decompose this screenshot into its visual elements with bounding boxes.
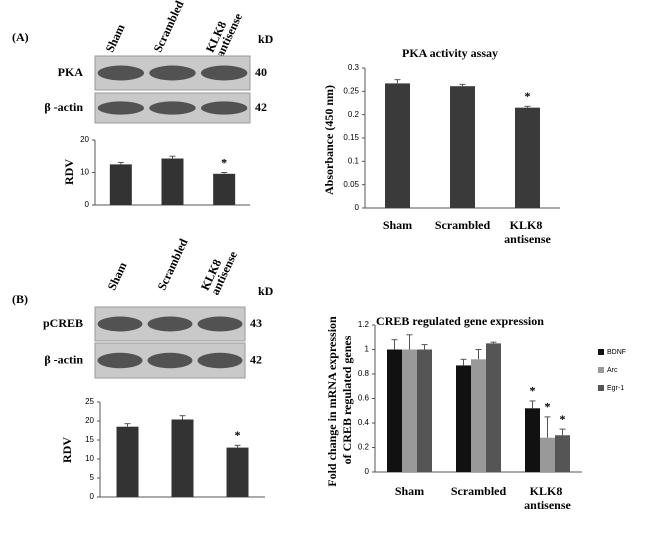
significance-mark: * [221,155,227,169]
y-axis-label: Fold change in mRNA expression of CREB r… [325,313,354,486]
legend-label: BDNF [607,349,626,356]
y-tick-label: 0.1 [348,156,360,165]
bar [387,349,402,472]
blot-band [97,101,145,115]
significance-mark: * [530,384,536,398]
significance-mark: * [235,428,241,442]
blot-kd: 40 [255,65,267,79]
blot-band [200,101,248,115]
y-tick-label: 0.2 [348,110,360,119]
bar [456,365,471,472]
legend-swatch [598,385,604,391]
blot-row-label: β -actin [44,352,83,366]
x-tick-label: Scrambled [451,484,507,498]
blot-band [197,316,243,332]
y-tick-label: 0 [85,200,90,209]
blot-row-label: PKA [58,65,84,79]
lane-label: Sham [103,22,128,55]
blot-band [97,352,143,369]
y-tick-label: 0.4 [358,418,370,427]
panel-label: (B) [12,292,28,306]
lane-label: Scrambled [155,236,191,292]
y-axis-label: Absorbance (450 nm) [322,85,336,195]
chart-title: CREB regulated gene expression [376,314,544,328]
x-tick-label: Sham [395,484,424,498]
blot-kd: 42 [255,100,267,114]
blot-band [197,352,243,369]
y-tick-label: 0 [90,492,95,501]
blot-band [147,316,193,332]
legend-label: Arc [607,367,618,374]
y-tick-label: 15 [85,435,94,444]
bar [109,164,132,205]
y-tick-label: 0.05 [343,180,359,189]
y-tick-label: 5 [90,473,95,482]
blot-kd: 42 [250,352,262,366]
bar [486,343,501,472]
bar [540,437,555,472]
blot-row-label: pCREB [43,316,83,330]
kd-unit: kD [258,32,274,46]
y-tick-label: 20 [85,416,94,425]
y-tick-label: 1 [365,345,370,354]
legend-label: Egr-1 [607,385,624,392]
blot-band [149,65,196,81]
chart-title: PKA activity assay [402,46,498,60]
bar [515,107,540,208]
y-tick-label: 0.3 [348,63,360,72]
lane-label: Scrambled [151,0,187,54]
y-tick-label: 0 [365,467,370,476]
y-tick-label: 10 [80,168,89,177]
blot-kd: 43 [250,316,262,330]
y-tick-label: 0.6 [358,394,370,403]
x-tick-label: KLK8 antisense [524,484,571,512]
bar [402,349,417,472]
bar [385,83,410,208]
blot-band [149,101,196,115]
lane-label: KLK8 antisense [198,244,241,297]
significance-mark: * [560,412,566,426]
y-tick-label: 1.2 [358,320,370,329]
bar [161,158,184,205]
blot-row-label: β -actin [44,100,83,114]
y-tick-label: 0 [355,203,360,212]
y-tick-label: 10 [85,454,94,463]
bar [471,359,486,472]
bar [417,349,432,472]
lane-label: Sham [105,260,130,293]
bar [555,435,570,472]
bar [450,86,475,208]
significance-mark: * [525,89,531,103]
blot-band [200,65,248,81]
significance-mark: * [545,400,551,414]
y-tick-label: 20 [80,135,89,144]
blot-band [97,316,143,332]
y-tick-label: 0.2 [358,443,370,452]
x-tick-label: Scrambled [435,218,491,232]
x-tick-label: Sham [383,218,412,232]
legend-swatch [598,349,604,355]
y-tick-label: 0.15 [343,133,359,142]
legend-swatch [598,367,604,373]
bar [226,447,249,497]
y-tick-label: 0.25 [343,86,359,95]
y-tick-label: 25 [85,397,94,406]
bar [213,173,236,205]
y-axis-label: RDV [60,437,74,463]
y-tick-label: 0.8 [358,369,370,378]
bar [116,426,139,497]
kd-unit: kD [258,284,274,298]
bar [525,408,540,472]
y-axis-label: RDV [62,159,76,185]
blot-band [97,65,145,81]
x-tick-label: KLK8 antisense [504,218,551,246]
blot-band [147,352,193,369]
panel-label: (A) [12,30,29,44]
bar [171,419,194,497]
lane-label: KLK8 antisense [203,6,246,59]
